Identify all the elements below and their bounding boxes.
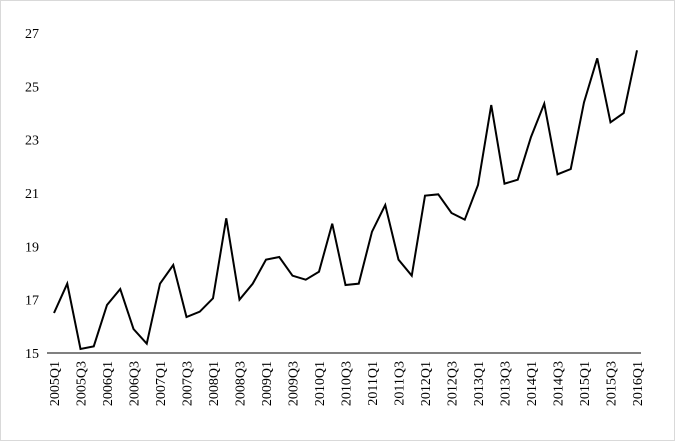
y-tick-label: 25 [25, 80, 39, 95]
x-axis-tick-labels: 2005Q1 2005Q3 2006Q1 2006Q3 2007Q1 2007Q3 2008… [48, 361, 646, 406]
x-tick-label: 2007Q3 [181, 361, 196, 406]
x-tick-label: 2007Q1 [154, 361, 169, 406]
x-tick-label: 2015Q3 [605, 361, 620, 406]
x-tick-label: 2005Q1 [48, 361, 63, 406]
x-tick-label: 2012Q3 [446, 361, 461, 406]
x-tick-label: 2009Q1 [260, 361, 275, 406]
x-tick-label: 2009Q3 [287, 361, 302, 406]
series-line [53, 50, 638, 351]
series-layer [53, 50, 638, 351]
y-tick-label: 17 [25, 294, 39, 309]
y-tick-label: 23 [25, 134, 39, 149]
x-tick-label: 2014Q1 [525, 361, 540, 406]
y-tick-label: 27 [25, 27, 39, 42]
x-tick-label: 2005Q3 [75, 361, 90, 406]
x-tick-label: 2013Q1 [472, 361, 487, 406]
x-tick-label: 2008Q1 [207, 361, 222, 406]
y-tick-label: 21 [25, 187, 39, 202]
x-tick-label: 2011Q1 [366, 361, 381, 406]
x-tick-label: 2014Q3 [552, 361, 567, 406]
x-tick-label: 2006Q3 [128, 361, 143, 406]
y-axis-tick-labels: 15 17 19 21 23 25 27 [25, 27, 39, 362]
x-tick-label: 2010Q3 [340, 361, 355, 406]
x-tick-label: 2010Q1 [313, 361, 328, 406]
x-tick-label: 2015Q1 [578, 361, 593, 406]
y-tick-label: 19 [25, 240, 39, 255]
x-tick-label: 2012Q1 [419, 361, 434, 406]
x-tick-label: 2016Q1 [631, 361, 646, 406]
x-tick-label: 2006Q1 [101, 361, 116, 406]
x-tick-label: 2011Q3 [393, 361, 408, 406]
x-tick-label: 2013Q3 [499, 361, 514, 406]
y-tick-label: 15 [25, 347, 39, 362]
x-tick-label: 2008Q3 [234, 361, 249, 406]
